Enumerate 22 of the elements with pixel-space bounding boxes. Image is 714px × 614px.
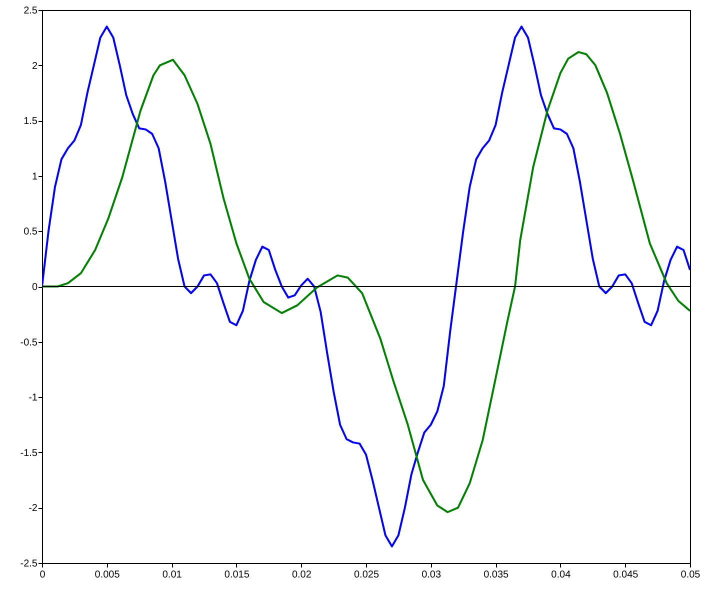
x-tick-label: 0.02 — [292, 570, 312, 580]
y-tick-label: -0.5 — [20, 337, 38, 348]
y-tick-label: -2.5 — [20, 558, 38, 570]
x-tick-label: 0 — [40, 570, 46, 580]
y-tick-label: 1.5 — [24, 116, 38, 128]
y-tick-label: -1 — [28, 392, 38, 404]
x-tick-label: 0.03 — [422, 570, 442, 580]
y-tick-label: 0 — [32, 282, 38, 293]
y-tick-label: 2.5 — [24, 6, 38, 16]
x-tick-label: 0.025 — [354, 570, 380, 580]
x-tick-label: 0.035 — [484, 570, 510, 580]
x-tick-label: 0.05 — [680, 570, 701, 580]
y-tick-label: -1.5 — [20, 448, 38, 459]
x-tick-label: 0.005 — [94, 570, 120, 580]
y-tick-label: 1 — [32, 171, 38, 182]
y-tick-label: -2 — [28, 503, 38, 514]
x-tick-label: 0.01 — [162, 570, 182, 580]
x-tick-label: 0.045 — [613, 570, 639, 580]
x-tick-label: 0.04 — [551, 570, 572, 580]
x-tick-label: 0.015 — [224, 570, 250, 580]
y-tick-label: 0.5 — [24, 226, 38, 238]
y-tick-label: 2 — [32, 60, 38, 72]
